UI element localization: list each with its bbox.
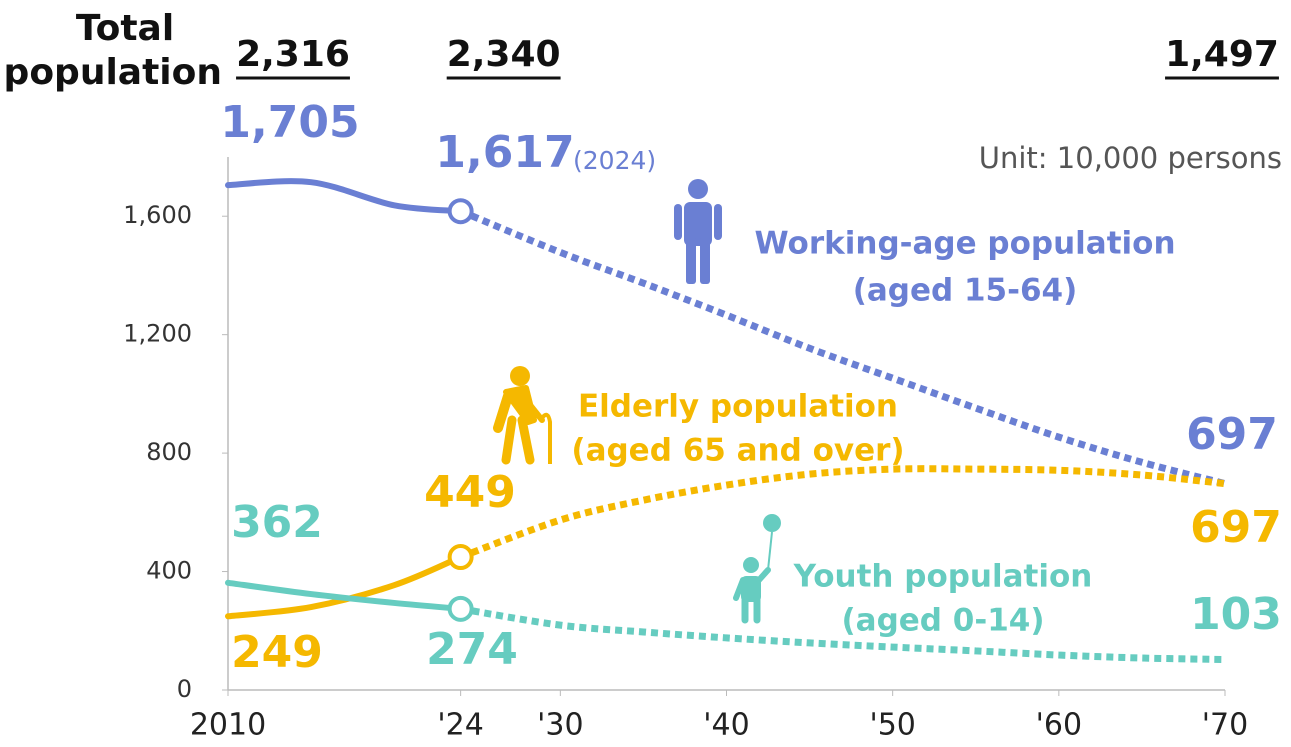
x-tick-label: '30 <box>537 708 583 743</box>
value-label: 1,705 <box>220 97 359 148</box>
series-name: Working-age population <box>754 226 1175 262</box>
x-tick-label: '24 <box>437 708 483 743</box>
unit: Unit: 10,000 persons <box>979 141 1282 175</box>
value-label: 697 <box>1186 409 1278 460</box>
series-subname: (aged 65 and over) <box>571 433 904 469</box>
elderly-icon <box>493 366 552 465</box>
series-subname: (aged 0-14) <box>841 603 1044 639</box>
x-tick-label: '70 <box>1202 708 1248 743</box>
y-tick-label: 0 <box>177 675 192 703</box>
series-subname: (aged 15-64) <box>853 273 1078 309</box>
total-value: 2,340 <box>447 34 561 75</box>
marker <box>447 198 474 225</box>
value-label: 274 <box>426 624 518 675</box>
value-label: 449 <box>424 467 516 518</box>
y-tick-label: 1,600 <box>123 201 192 229</box>
series-name: Elderly population <box>578 389 898 425</box>
worker-icon <box>674 179 722 284</box>
x-tick-label: '40 <box>703 708 749 743</box>
value-label: 1,617 <box>435 127 574 178</box>
value-label: 697 <box>1190 502 1282 553</box>
note: (2024) <box>573 146 656 175</box>
value-label: 249 <box>231 627 323 678</box>
total-value: 1,497 <box>1165 34 1279 75</box>
y-tick-label: 400 <box>146 557 192 585</box>
y-tick-label: 1,200 <box>123 320 192 348</box>
total-label: Total <box>76 8 174 49</box>
marker <box>447 595 474 622</box>
projection-line <box>460 605 1226 664</box>
y-tick-label: 800 <box>146 438 192 466</box>
total-label: population <box>4 52 222 93</box>
x-tick-label: '60 <box>1036 708 1082 743</box>
marker <box>447 544 474 571</box>
actual-line <box>225 579 464 612</box>
youth-icon <box>733 514 781 624</box>
value-label: 103 <box>1190 589 1282 640</box>
projection-line <box>459 465 1226 561</box>
x-tick-label: 2010 <box>190 708 266 743</box>
x-tick-label: '50 <box>869 708 915 743</box>
actual-line <box>225 178 464 215</box>
series-name: Youth population <box>793 559 1093 595</box>
value-label: 362 <box>231 497 323 548</box>
projection-line <box>459 207 1226 488</box>
total-value: 2,316 <box>236 34 350 75</box>
